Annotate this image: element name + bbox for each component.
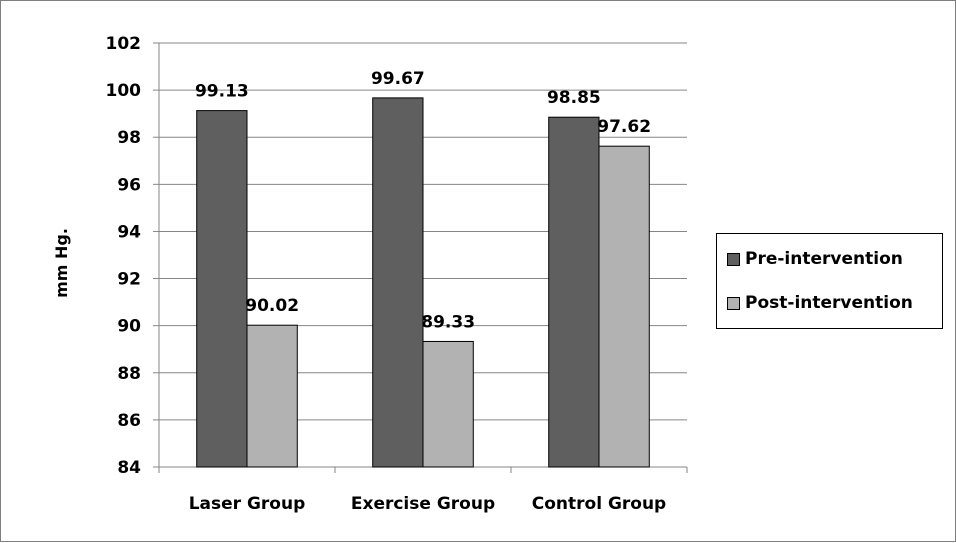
x-category-label: Exercise Group [351,494,495,514]
data-labels: 99.13 90.02 99.67 89.33 98.85 97.62 [195,69,651,333]
legend-label-pre: Pre-intervention [745,249,903,269]
y-tick-label: 92 [117,270,141,290]
bar-post [422,340,474,468]
legend-label-post: Post-intervention [745,293,913,313]
y-tick-label: 94 [117,222,141,242]
y-tick-label: 102 [106,34,142,54]
bar-post [246,324,298,468]
y-tick-label: 96 [117,175,141,195]
x-category-label: Laser Group [189,494,306,514]
bar-pre [372,97,424,468]
legend: Pre-intervention Post-intervention [716,233,943,329]
legend-swatch-pre [727,252,740,266]
y-tick-label: 88 [117,364,141,384]
y-tick-label: 98 [117,128,141,148]
y-tick-label: 90 [117,317,141,337]
y-tick-label: 86 [117,411,141,431]
data-label: 89.33 [421,312,475,332]
bars [196,97,650,468]
data-label: 97.62 [597,117,651,137]
data-label: 90.02 [245,296,299,316]
legend-item-pre: Pre-intervention [727,247,903,271]
x-category-label: Control Group [532,494,666,514]
y-tick-labels: 84 86 88 90 92 94 96 98 100 102 [106,34,142,478]
legend-swatch-post [727,296,740,310]
data-label: 98.85 [547,88,601,108]
data-label: 99.13 [195,82,249,102]
legend-item-post: Post-intervention [727,291,913,315]
bar-post [598,145,650,468]
bar-pre [196,110,248,468]
category-labels: Laser Group Exercise Group Control Group [189,494,667,514]
y-tick-label: 100 [106,81,142,101]
y-axis-title: mm Hg. [52,228,71,298]
bar-pre [548,116,600,468]
y-tick-label: 84 [117,458,141,478]
data-label: 99.67 [371,69,425,89]
